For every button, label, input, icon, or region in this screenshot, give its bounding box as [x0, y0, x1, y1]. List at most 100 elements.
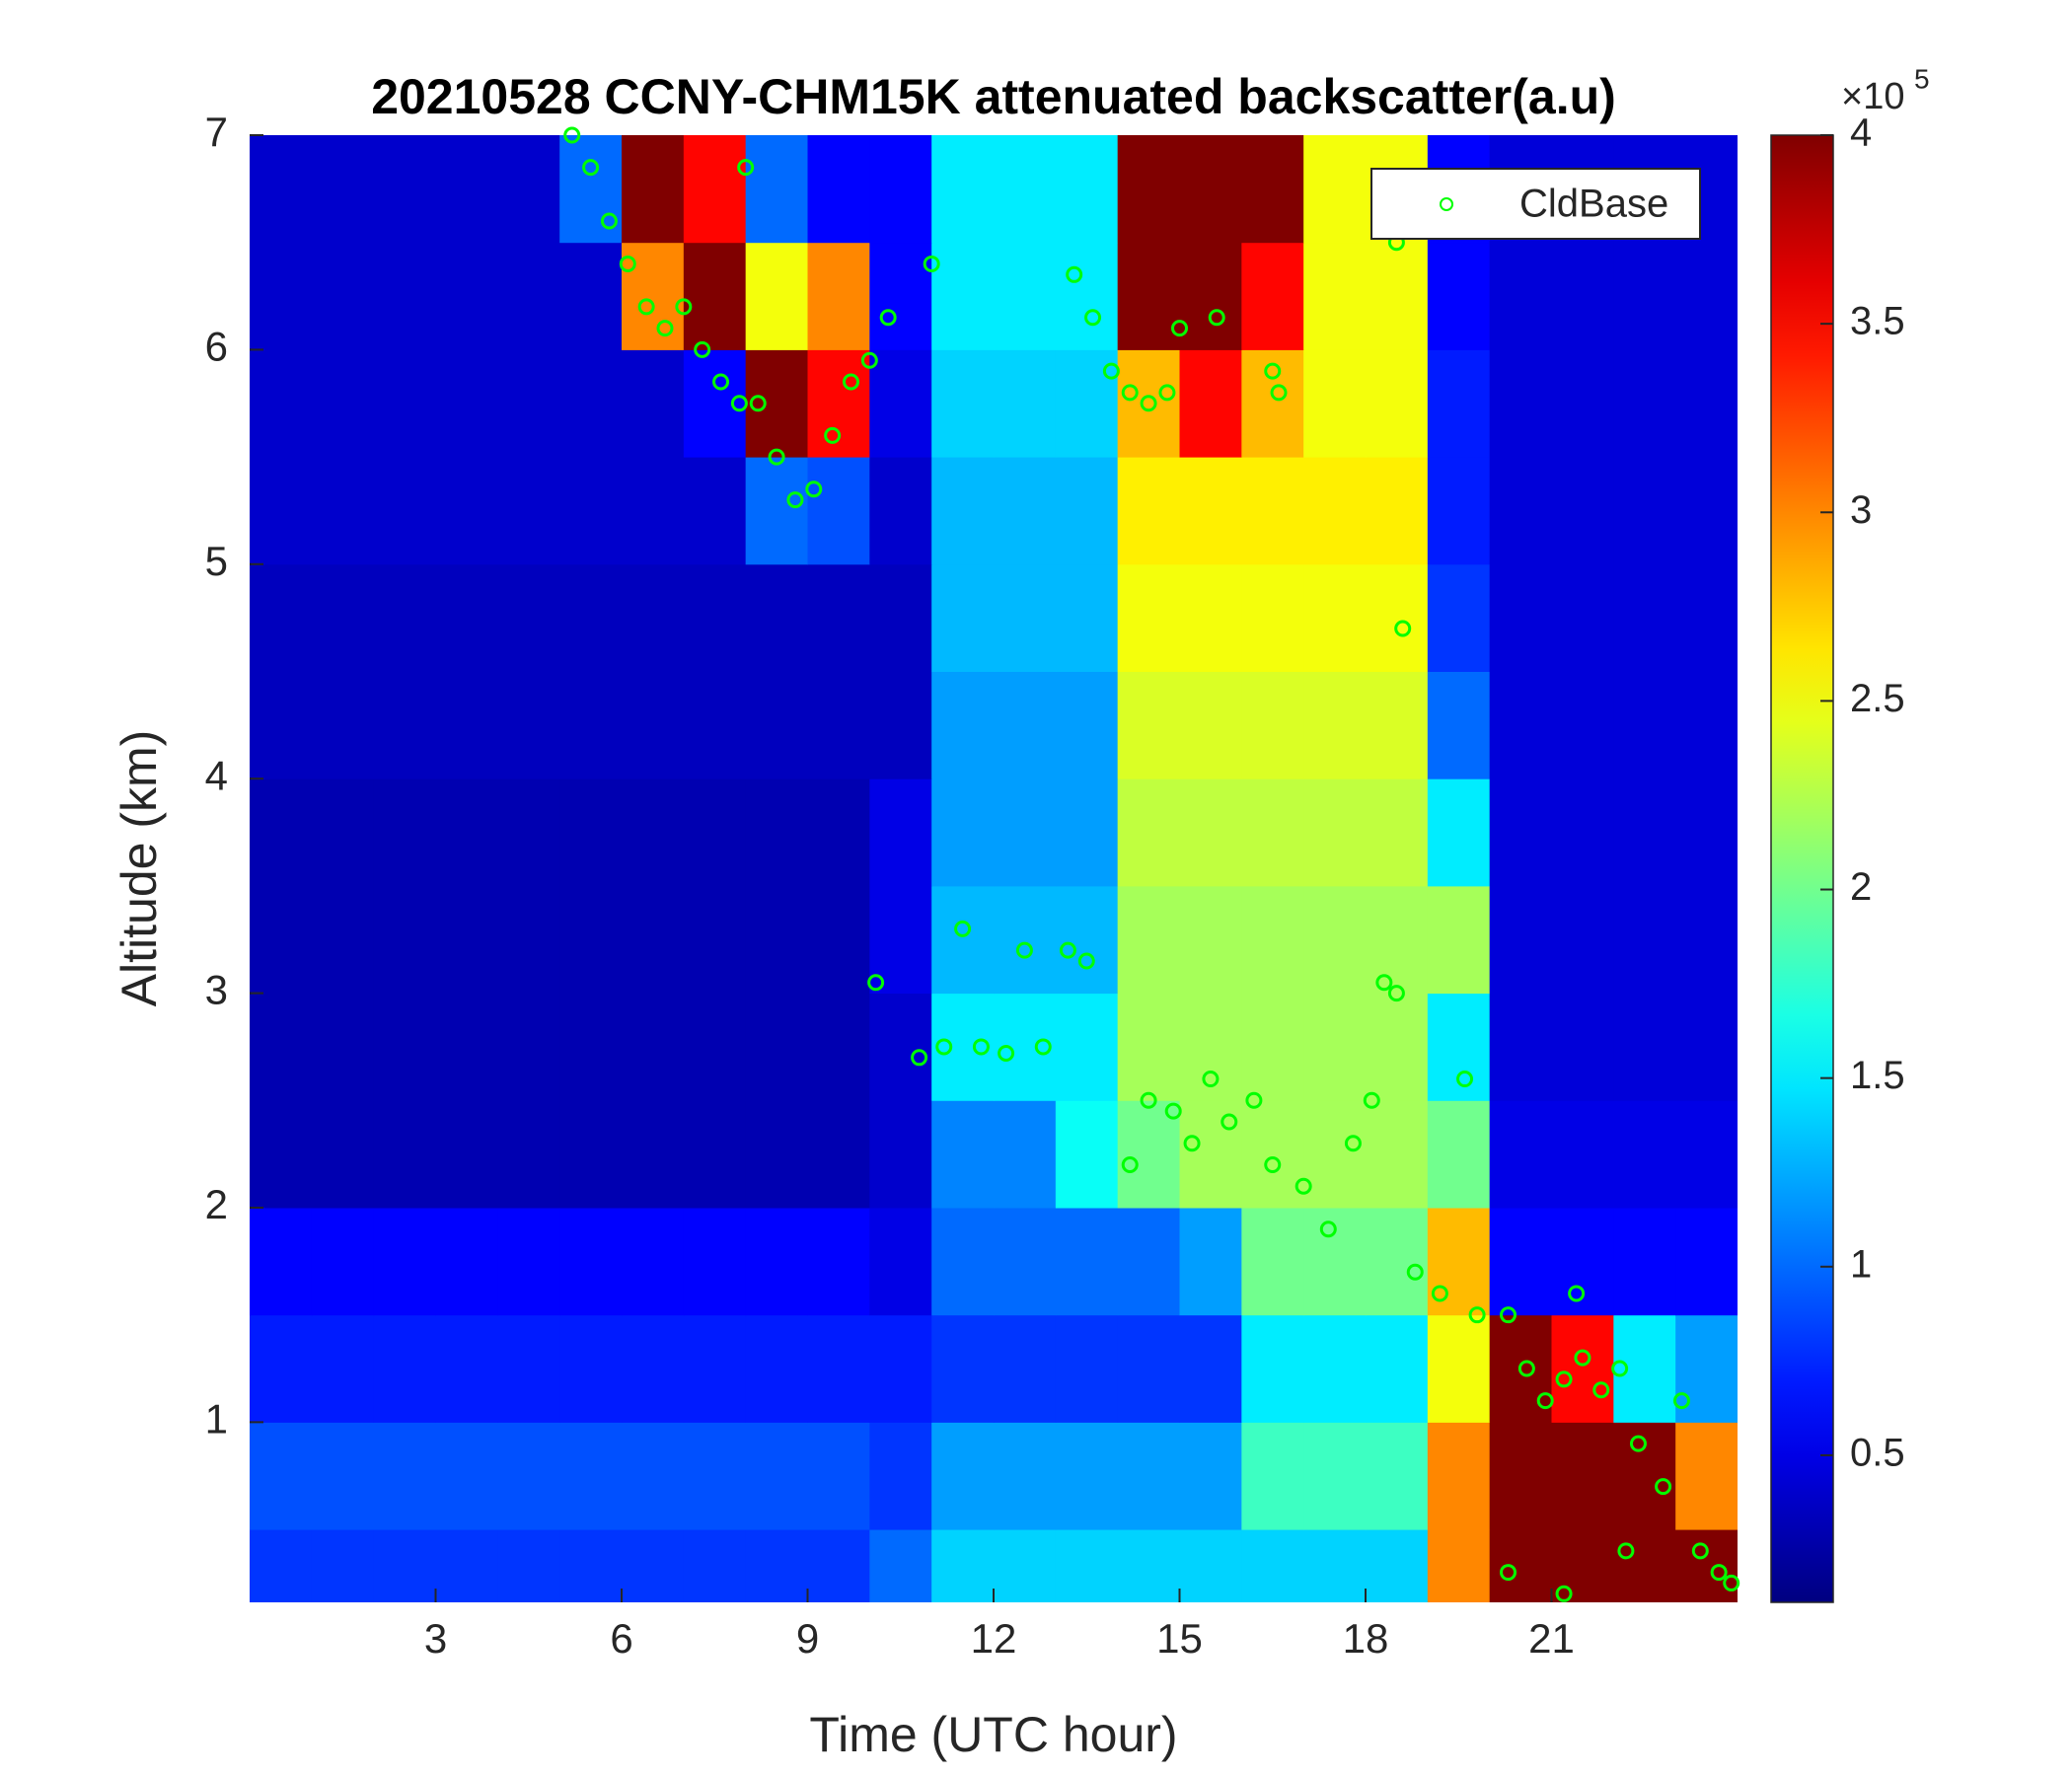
y-axis-label: Altitude (km): [111, 730, 167, 1007]
heatmap-cell: [1489, 1529, 1552, 1602]
cloud-base-point: [1394, 620, 1412, 637]
heatmap-cell: [1117, 885, 1180, 995]
cloud-base-point: [1555, 1370, 1573, 1388]
heatmap-cell: [931, 1100, 995, 1209]
cloud-base-point: [1375, 974, 1393, 992]
heatmap-cell: [311, 778, 375, 887]
heatmap-cell: [622, 1529, 685, 1602]
heatmap-cell: [1427, 778, 1491, 887]
heatmap-cell: [1241, 1207, 1304, 1316]
heatmap-cell: [869, 1100, 932, 1209]
cloud-base-point: [1121, 384, 1139, 402]
heatmap-cell: [311, 242, 375, 350]
heatmap-cell: [1303, 1100, 1367, 1209]
heatmap-cell: [869, 993, 932, 1101]
heatmap-cell: [1675, 671, 1738, 779]
heatmap-cell: [1675, 349, 1738, 458]
heatmap-cell: [559, 993, 623, 1101]
heatmap-cell: [311, 1529, 375, 1602]
heatmap-cell: [1366, 671, 1429, 779]
cloud-base-point: [1344, 1135, 1362, 1152]
heatmap-cell: [1489, 885, 1552, 995]
heatmap-cell: [1551, 1422, 1614, 1530]
heatmap-cell: [869, 457, 932, 565]
heatmap-cell: [745, 1422, 808, 1530]
cloud-base-point: [1102, 362, 1120, 380]
cloud-base-point: [1015, 941, 1033, 959]
cloud-base-point: [1574, 1349, 1591, 1367]
chart-title: 20210528 CCNY-CHM15K attenuated backscat…: [371, 69, 1616, 124]
heatmap-cell: [1055, 1422, 1119, 1530]
heatmap-cell: [745, 457, 808, 565]
heatmap-cell: [994, 1207, 1057, 1316]
heatmap-cell: [1303, 242, 1367, 350]
colorbar-multiplier: ×10: [1841, 76, 1904, 117]
heatmap-cell: [250, 1314, 313, 1423]
heatmap-cell: [745, 1529, 808, 1602]
colorbar-tick-label: 2: [1850, 865, 1872, 909]
colorbar: [1770, 134, 1834, 1603]
heatmap-cell: [683, 242, 747, 350]
cloud-base-point: [1592, 1381, 1610, 1399]
heatmap-cell: [250, 242, 313, 350]
heatmap-cell: [1179, 671, 1242, 779]
cloud-base-point: [1295, 1177, 1312, 1195]
heatmap-cell: [1179, 1207, 1242, 1316]
heatmap-cell: [931, 563, 995, 672]
heatmap-cell: [807, 242, 870, 350]
heatmap-cell: [1366, 242, 1429, 350]
heatmap-cell: [994, 1422, 1057, 1530]
cloud-base-point: [737, 159, 755, 177]
heatmap-cell: [994, 1529, 1057, 1602]
heatmap-cell: [1241, 671, 1304, 779]
heatmap-cell: [931, 778, 995, 887]
cloud-base-point: [1164, 1102, 1182, 1120]
heatmap-cell: [497, 1100, 560, 1209]
heatmap-cell: [559, 457, 623, 565]
heatmap-cell: [250, 135, 313, 244]
heatmap-cell: [1427, 1422, 1491, 1530]
cloud-base-point: [712, 373, 730, 391]
cloud-base-point: [923, 255, 940, 272]
heatmap-cell: [622, 671, 685, 779]
cloud-base-point: [805, 481, 823, 498]
heatmap-cell: [1117, 1422, 1180, 1530]
heatmap-cell: [1366, 1100, 1429, 1209]
x-axis-label: Time (UTC hour): [809, 1707, 1177, 1762]
heatmap-cell: [373, 242, 436, 350]
heatmap-cell: [373, 885, 436, 995]
heatmap-cell: [1055, 563, 1119, 672]
heatmap-cell: [497, 1422, 560, 1530]
heatmap-cell: [1551, 563, 1614, 672]
heatmap-cell: [931, 242, 995, 350]
cloud-base-point: [1536, 1392, 1554, 1410]
y-tick-label: 4: [205, 752, 228, 798]
heatmap-cell: [373, 1529, 436, 1602]
heatmap-cell: [931, 1207, 995, 1316]
heatmap-cell: [497, 1529, 560, 1602]
heatmap-cell: [807, 885, 870, 995]
heatmap-cell: [807, 349, 870, 458]
heatmap-cell: [1613, 1100, 1676, 1209]
heatmap-cell: [1117, 349, 1180, 458]
heatmap-cell: [869, 1529, 932, 1602]
heatmap-cell: [559, 1529, 623, 1602]
heatmap-cell: [559, 1100, 623, 1209]
colorbar-tick-label: 3: [1850, 488, 1872, 532]
heatmap-cell: [807, 778, 870, 887]
colorbar-tick-label: 1.5: [1850, 1054, 1905, 1097]
heatmap-cell: [1303, 563, 1367, 672]
heatmap-cell: [1366, 1207, 1429, 1316]
heatmap-cell: [1613, 885, 1676, 995]
heatmap-cell: [1613, 778, 1676, 887]
heatmap-cell: [559, 778, 623, 887]
heatmap-cell: [683, 349, 747, 458]
heatmap-cell: [1055, 993, 1119, 1101]
heatmap-cell: [683, 135, 747, 244]
heatmap-cell: [745, 778, 808, 887]
heatmap-cell: [1613, 993, 1676, 1101]
heatmap-cell: [745, 242, 808, 350]
cloud-base-point: [1691, 1542, 1709, 1560]
